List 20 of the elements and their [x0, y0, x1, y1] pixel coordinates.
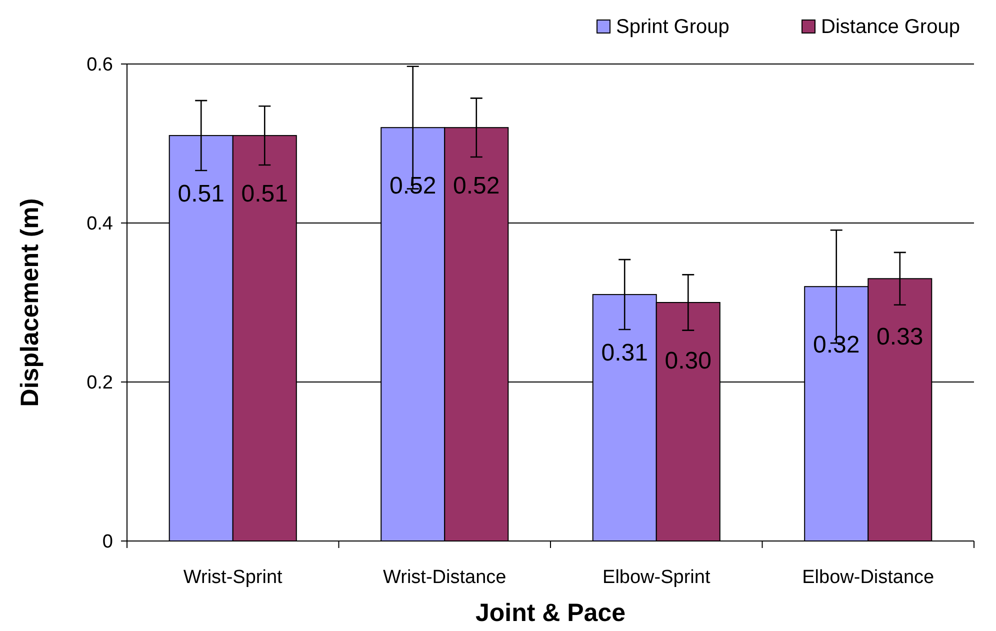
x-tick-label: Wrist-Distance	[383, 567, 506, 588]
y-tick-label: 0.2	[86, 372, 113, 394]
y-tick-label: 0	[102, 532, 113, 553]
x-axis-title: Joint & Pace	[475, 599, 626, 627]
x-tick-label: Elbow-Sprint	[602, 567, 711, 588]
y-tick-label: 0.4	[86, 214, 114, 235]
legend-label: Distance Group	[821, 16, 960, 38]
data-label: 0.51	[178, 180, 224, 208]
data-label: 0.31	[601, 340, 648, 367]
data-label: 0.52	[390, 172, 436, 200]
data-label: 0.33	[876, 324, 924, 351]
data-label: 0.30	[664, 348, 712, 374]
x-tick-label: Wrist-Sprint	[183, 567, 284, 588]
data-label: 0.32	[813, 332, 860, 359]
x-tick-label: Elbow-Distance	[802, 567, 934, 588]
legend-label: Sprint Group	[616, 16, 730, 38]
y-axis-title: Displacement (m)	[16, 198, 44, 407]
y-tick-label: 0.6	[86, 54, 113, 76]
data-label: 0.52	[453, 172, 500, 200]
data-label: 0.51	[241, 180, 288, 208]
